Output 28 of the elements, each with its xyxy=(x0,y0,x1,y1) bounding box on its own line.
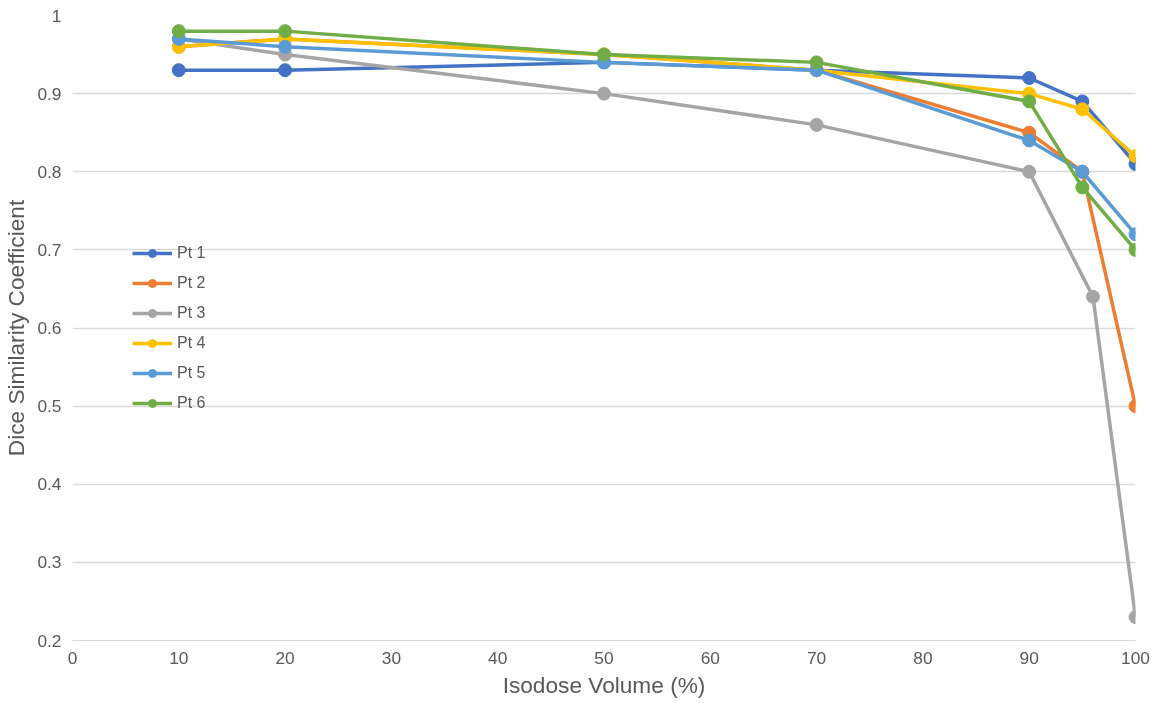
x-tick-label: 90 xyxy=(1019,647,1039,668)
y-tick-label: 0.3 xyxy=(37,552,62,573)
x-tick-label: 20 xyxy=(275,647,295,668)
x-axis-title: Isodose Volume (%) xyxy=(502,671,706,698)
legend-label: Pt 4 xyxy=(177,333,206,352)
y-tick-label: 0.8 xyxy=(37,161,62,182)
x-tick-label: 0 xyxy=(67,647,78,668)
y-tick-label: 0.5 xyxy=(37,396,62,417)
legend-label: Pt 2 xyxy=(177,273,206,292)
y-tick-label: 1 xyxy=(51,5,62,26)
x-tick-label: 50 xyxy=(594,647,614,668)
y-tick-label: 0.9 xyxy=(37,83,62,104)
x-tick-label: 70 xyxy=(806,647,827,668)
legend-label: Pt 5 xyxy=(177,363,206,382)
x-tick-label: 60 xyxy=(700,647,720,668)
x-tick-label: 80 xyxy=(913,647,933,668)
y-tick-label: 0.7 xyxy=(37,239,62,260)
x-tick-label: 30 xyxy=(381,647,402,668)
y-tick-label: 0.4 xyxy=(37,474,62,495)
x-tick-label: 40 xyxy=(488,647,508,668)
x-tick-label: 100 xyxy=(1121,647,1150,668)
y-tick-label: 0.2 xyxy=(37,630,62,651)
y-tick-label: 0.6 xyxy=(37,318,62,338)
x-tick-label: 10 xyxy=(169,647,189,668)
legend-label: Pt 6 xyxy=(177,393,206,412)
legend-label: Pt 1 xyxy=(177,243,206,262)
legend-label: Pt 3 xyxy=(177,303,206,322)
y-axis-title: Dice Similarity Coefficient xyxy=(3,199,30,457)
